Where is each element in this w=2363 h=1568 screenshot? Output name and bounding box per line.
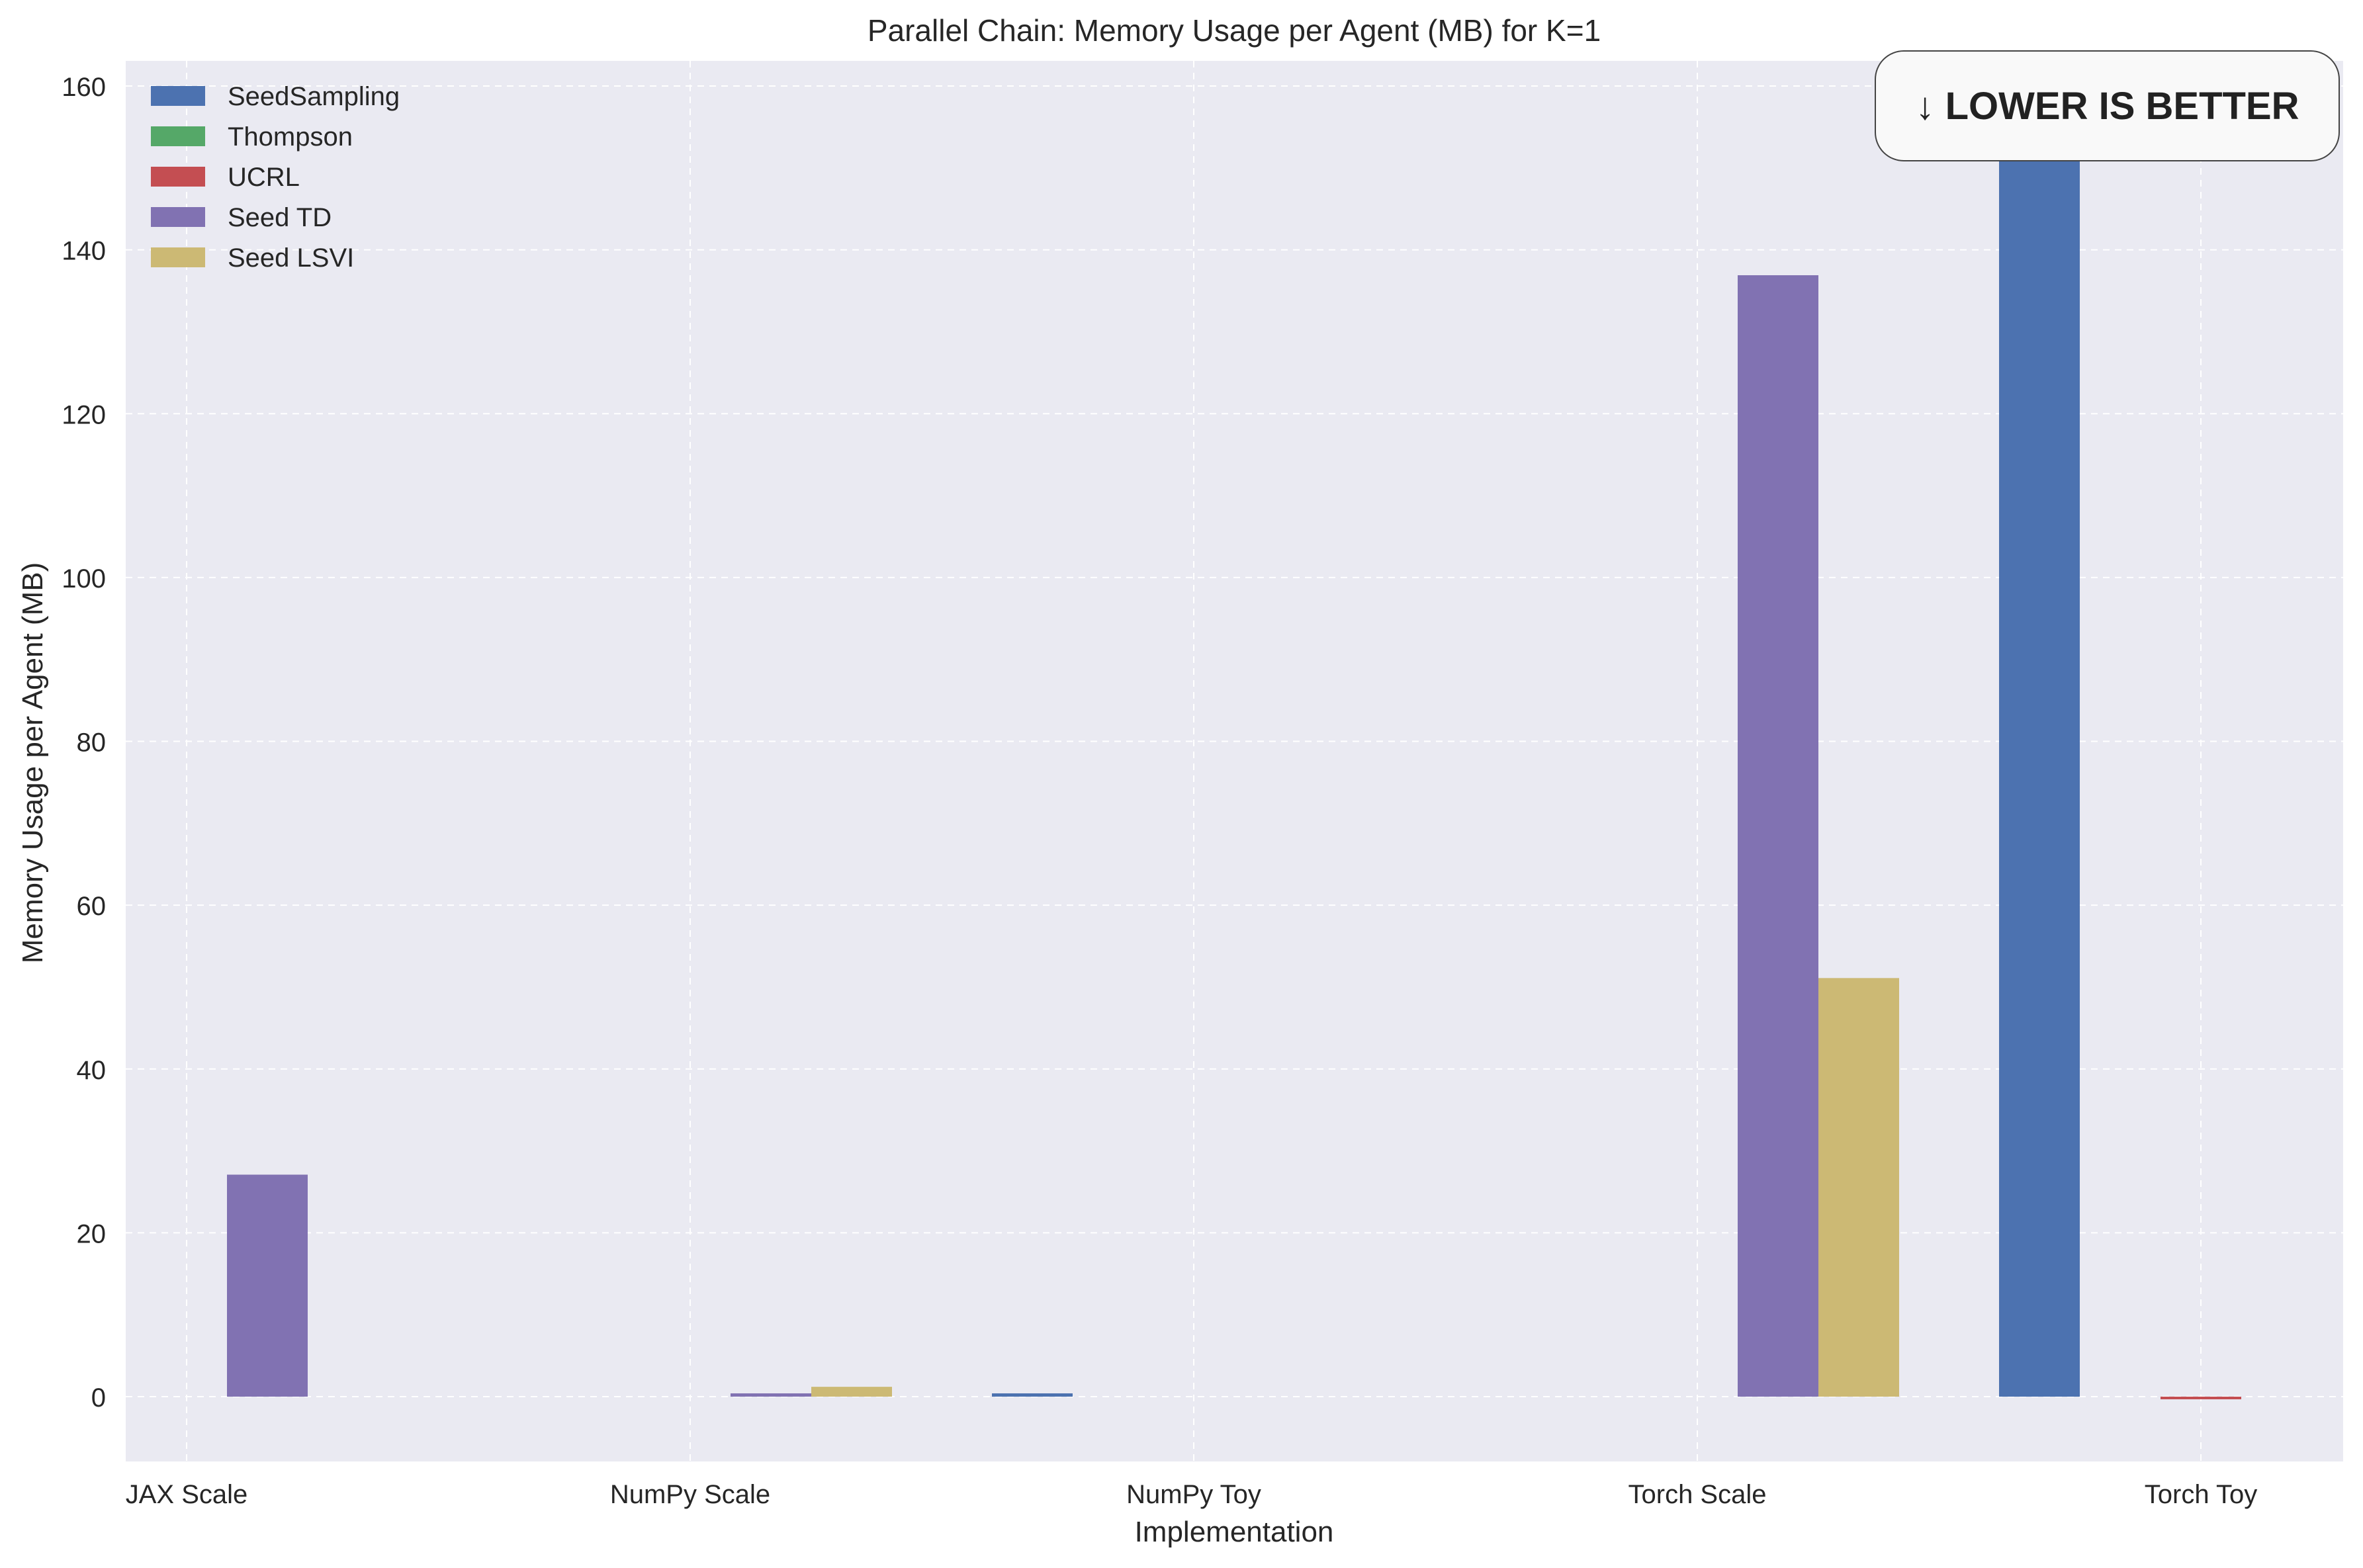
y-tick-label: 60 <box>77 892 107 921</box>
plot-area <box>126 61 2343 1461</box>
axis-ticks: 0 20 40 60 80 100 120 140 160 JAX Scale NumPy Scal… <box>62 73 2257 1509</box>
bar-seed-td-numpy-scale <box>731 1393 811 1397</box>
legend: SeedSampling Thompson UCRL Seed TD Seed LSVI <box>151 82 400 273</box>
y-tick-label: 160 <box>62 73 106 102</box>
grid-lines <box>126 61 2343 1461</box>
legend-swatch <box>151 167 205 187</box>
legend-label: SeedSampling <box>228 82 400 111</box>
legend-swatch <box>151 207 205 227</box>
legend-label: Thompson <box>228 122 353 152</box>
x-tick-label: Torch Toy <box>2145 1480 2257 1509</box>
y-tick-label: 40 <box>77 1056 107 1085</box>
x-tick-label: Torch Scale <box>1628 1480 1767 1509</box>
y-tick-label: 140 <box>62 237 106 266</box>
y-tick-label: 80 <box>77 728 107 758</box>
legend-swatch <box>151 86 205 106</box>
bar-ucrl-torch-toy <box>2161 1397 2241 1399</box>
bar-seed-lsvi-numpy-scale <box>811 1387 892 1397</box>
x-tick-label: NumPy Scale <box>610 1480 770 1509</box>
y-tick-label: 0 <box>91 1383 106 1413</box>
legend-swatch <box>151 247 205 267</box>
x-tick-label: JAX Scale <box>126 1480 248 1509</box>
bar-seedsampling-torch-toy <box>1999 122 2080 1397</box>
y-tick-label: 120 <box>62 400 106 429</box>
y-tick-label: 100 <box>62 564 106 593</box>
lower-is-better-annotation: ↓ LOWER IS BETTER <box>1875 50 2340 161</box>
x-tick-label: NumPy Toy <box>1126 1480 1261 1509</box>
chart-title: Parallel Chain: Memory Usage per Agent (… <box>868 13 1601 48</box>
legend-label: UCRL <box>228 163 300 192</box>
bar-seedsampling-numpy-toy <box>992 1393 1073 1397</box>
bars <box>227 122 2241 1399</box>
y-tick-label: 20 <box>77 1219 107 1248</box>
bar-seed-td-torch-scale <box>1738 275 1818 1397</box>
legend-label: Seed LSVI <box>228 243 354 273</box>
legend-swatch <box>151 126 205 146</box>
y-axis-label: Memory Usage per Agent (MB) <box>17 562 49 963</box>
legend-label: Seed TD <box>228 203 332 232</box>
bar-seed-lsvi-torch-scale <box>1818 978 1899 1397</box>
bar-seed-td-jax-scale <box>227 1174 308 1397</box>
x-axis-label: Implementation <box>1135 1516 1334 1548</box>
